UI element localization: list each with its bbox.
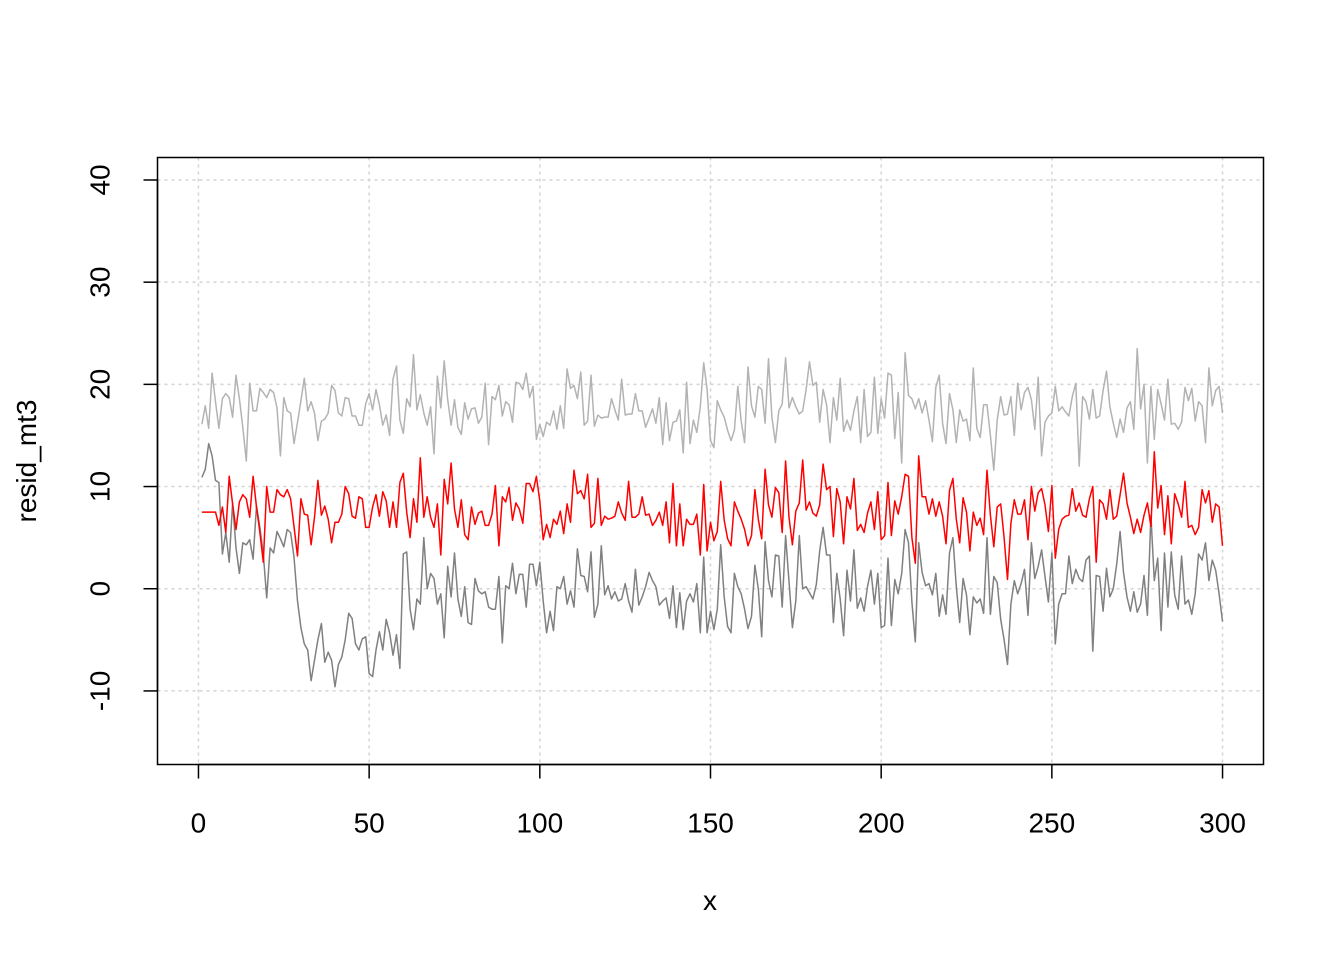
y-tick-label: 40 bbox=[85, 164, 116, 195]
x-tick-label: 0 bbox=[191, 808, 207, 839]
y-tick-label: 30 bbox=[85, 267, 116, 298]
x-tick-label: 50 bbox=[354, 808, 385, 839]
x-axis: 0 50 100 150 200 250 300 bbox=[191, 763, 1246, 839]
x-tick-label: 150 bbox=[687, 808, 734, 839]
series-group bbox=[201, 347, 1224, 688]
y-axis-label: resid_mt3 bbox=[11, 400, 42, 523]
x-tick-label: 250 bbox=[1028, 808, 1075, 839]
series-line-0 bbox=[201, 347, 1224, 471]
series-1 bbox=[201, 442, 1224, 688]
y-tick-label: 0 bbox=[85, 581, 116, 597]
series-0 bbox=[201, 347, 1224, 471]
x-tick-label: 100 bbox=[516, 808, 563, 839]
y-tick-label: 10 bbox=[85, 471, 116, 502]
grid bbox=[157, 157, 1264, 765]
y-tick-label: -10 bbox=[85, 671, 116, 711]
series-line-2 bbox=[201, 451, 1224, 581]
x-tick-label: 300 bbox=[1199, 808, 1246, 839]
y-tick-label: 20 bbox=[85, 369, 116, 400]
series-line-1 bbox=[201, 442, 1224, 688]
series-2 bbox=[201, 451, 1224, 581]
x-axis-label: x bbox=[703, 885, 717, 916]
y-axis: -10 0 10 20 30 40 bbox=[85, 164, 159, 711]
x-tick-label: 200 bbox=[858, 808, 905, 839]
